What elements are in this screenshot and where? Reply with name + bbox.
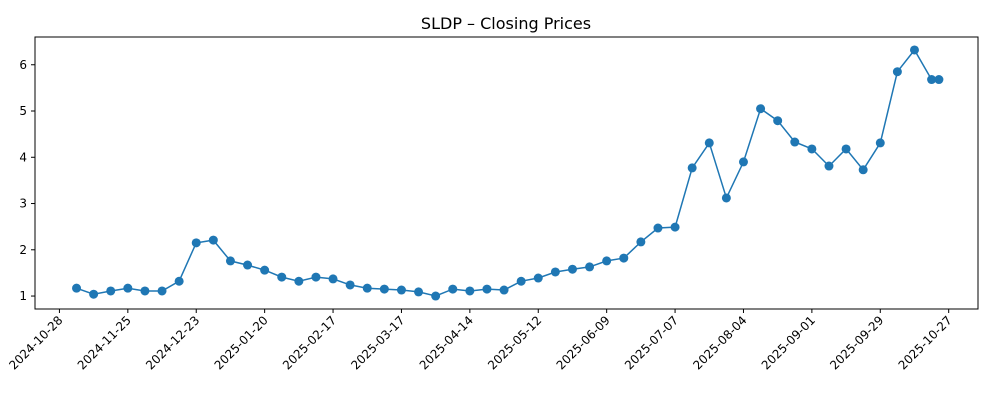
- x-tick-label: 2025-08-04: [690, 313, 749, 372]
- x-tick-label: 2024-11-25: [75, 313, 134, 372]
- data-point: [585, 262, 595, 272]
- data-point: [345, 280, 355, 290]
- x-tick-label: 2025-03-17: [348, 313, 407, 372]
- data-point: [875, 138, 885, 148]
- data-point: [379, 284, 389, 294]
- data-point: [260, 265, 270, 275]
- y-tick-label: 2: [19, 243, 27, 257]
- x-tick-label: 2024-12-23: [143, 313, 202, 372]
- data-point: [225, 256, 235, 266]
- data-point: [191, 238, 201, 248]
- data-point: [567, 264, 577, 274]
- data-point: [123, 283, 133, 293]
- data-point: [807, 144, 817, 154]
- x-tick-label: 2025-06-09: [554, 313, 613, 372]
- x-tick-label: 2025-09-01: [759, 313, 818, 372]
- x-tick-label: 2025-07-07: [622, 313, 681, 372]
- data-point: [533, 273, 543, 283]
- x-tick-label: 2025-01-20: [212, 313, 271, 372]
- data-point: [636, 237, 646, 247]
- data-point: [89, 289, 99, 299]
- data-point: [328, 274, 338, 284]
- data-point: [294, 276, 304, 286]
- data-point: [140, 286, 150, 296]
- data-point: [72, 283, 82, 293]
- data-point: [619, 253, 629, 263]
- y-tick-label: 4: [19, 150, 27, 164]
- data-point: [396, 285, 406, 295]
- data-point: [670, 222, 680, 232]
- data-point: [516, 276, 526, 286]
- data-point: [208, 235, 218, 245]
- price-line: [76, 48, 939, 297]
- data-point: [550, 267, 560, 277]
- data-point: [362, 283, 372, 293]
- data-point: [157, 286, 167, 296]
- data-point: [482, 284, 492, 294]
- data-point: [909, 45, 919, 55]
- data-point: [106, 286, 116, 296]
- data-point: [773, 116, 783, 126]
- data-point: [414, 287, 424, 297]
- data-point: [653, 223, 663, 233]
- data-point: [465, 286, 475, 296]
- x-tick-label: 2025-10-27: [896, 313, 955, 372]
- x-tick-label: 2025-02-17: [280, 313, 339, 372]
- data-point: [721, 193, 731, 203]
- data-point: [824, 161, 834, 171]
- data-point: [431, 291, 441, 301]
- data-point: [841, 144, 851, 154]
- data-point: [704, 138, 714, 148]
- data-point: [738, 157, 748, 167]
- data-point: [243, 260, 253, 270]
- x-tick-label: 2025-09-29: [827, 313, 886, 372]
- chart-title: SLDP – Closing Prices: [421, 14, 591, 33]
- data-point: [790, 137, 800, 147]
- data-point: [934, 75, 944, 85]
- data-point: [892, 67, 902, 77]
- data-point: [174, 276, 184, 286]
- x-tick-label: 2025-05-12: [485, 313, 544, 372]
- y-tick-label: 1: [19, 289, 27, 303]
- plot-frame: [34, 36, 979, 310]
- data-point: [927, 75, 937, 85]
- data-point: [277, 272, 287, 282]
- data-point: [448, 284, 458, 294]
- data-point: [602, 256, 612, 266]
- data-point: [499, 285, 509, 295]
- y-tick-label: 6: [19, 58, 27, 72]
- data-point: [311, 272, 321, 282]
- data-point: [687, 163, 697, 173]
- data-point: [756, 104, 766, 114]
- y-tick-label: 5: [19, 104, 27, 118]
- y-tick-label: 3: [19, 197, 27, 211]
- series-line: [72, 45, 944, 301]
- data-point: [858, 165, 868, 175]
- x-tick-label: 2025-04-14: [417, 313, 476, 372]
- x-tick-label: 2024-10-28: [6, 313, 65, 372]
